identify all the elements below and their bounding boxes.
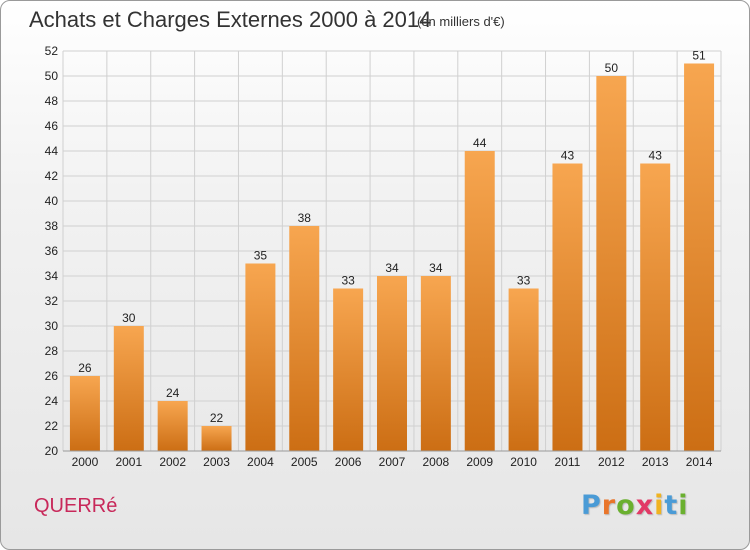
x-tick-label: 2006 bbox=[335, 455, 362, 469]
x-tick-label: 2003 bbox=[203, 455, 230, 469]
y-tick-label: 24 bbox=[45, 394, 59, 408]
bar bbox=[596, 76, 627, 451]
y-tick-label: 38 bbox=[45, 219, 59, 233]
x-tick-label: 2012 bbox=[598, 455, 625, 469]
data-label: 51 bbox=[692, 49, 706, 63]
x-tick-label: 2014 bbox=[686, 455, 713, 469]
data-label: 34 bbox=[385, 261, 399, 275]
bar bbox=[377, 276, 407, 451]
y-tick-label: 50 bbox=[45, 69, 59, 83]
y-tick-label: 26 bbox=[45, 369, 59, 383]
y-tick-label: 20 bbox=[45, 444, 59, 458]
x-tick-label: 2013 bbox=[642, 455, 669, 469]
bar bbox=[508, 288, 539, 451]
logo-letter: t bbox=[664, 490, 679, 521]
y-tick-label: 34 bbox=[45, 269, 59, 283]
x-tick-label: 2004 bbox=[247, 455, 274, 469]
logo-letter: P bbox=[581, 490, 602, 521]
y-tick-label: 42 bbox=[45, 169, 59, 183]
data-label: 33 bbox=[341, 274, 355, 288]
x-tick-label: 2002 bbox=[159, 455, 186, 469]
bar bbox=[157, 401, 188, 451]
bar bbox=[201, 426, 232, 451]
logo-letter: x bbox=[635, 490, 655, 521]
data-label: 35 bbox=[254, 249, 268, 263]
chart-subtitle: (en milliers d'€) bbox=[417, 14, 505, 29]
y-tick-label: 36 bbox=[45, 244, 59, 258]
logo-letter: o bbox=[616, 490, 636, 521]
x-tick-label: 2011 bbox=[555, 455, 581, 469]
x-tick-label: 2010 bbox=[510, 455, 537, 469]
data-label: 38 bbox=[298, 211, 312, 225]
y-tick-label: 40 bbox=[45, 194, 59, 208]
y-tick-label: 48 bbox=[45, 94, 59, 108]
x-tick-label: 2000 bbox=[72, 455, 99, 469]
data-label: 33 bbox=[517, 274, 531, 288]
data-label: 50 bbox=[605, 61, 619, 75]
x-tick-label: 2008 bbox=[423, 455, 450, 469]
data-label: 30 bbox=[122, 311, 136, 325]
logo-letter: i bbox=[654, 490, 665, 521]
bar bbox=[289, 226, 320, 451]
bar bbox=[113, 326, 144, 451]
logo-letter: i bbox=[678, 490, 689, 521]
x-tick-label: 2009 bbox=[466, 455, 493, 469]
y-tick-label: 52 bbox=[45, 44, 59, 58]
y-tick-label: 28 bbox=[45, 344, 59, 358]
bar bbox=[464, 151, 495, 451]
x-tick-label: 2005 bbox=[291, 455, 318, 469]
y-tick-label: 46 bbox=[45, 119, 59, 133]
bar bbox=[333, 288, 364, 451]
y-tick-label: 30 bbox=[45, 319, 59, 333]
x-tick-label: 2001 bbox=[115, 455, 142, 469]
logo-letter: r bbox=[601, 490, 617, 521]
data-label: 34 bbox=[429, 261, 443, 275]
data-label: 43 bbox=[561, 149, 575, 163]
y-tick-label: 22 bbox=[45, 419, 59, 433]
commune-name: QUERRé bbox=[34, 495, 118, 517]
bar bbox=[552, 163, 583, 451]
bar bbox=[420, 276, 451, 451]
chart-title: Achats et Charges Externes 2000 à 2014 bbox=[29, 7, 432, 32]
x-tick-label: 2007 bbox=[379, 455, 406, 469]
y-tick-label: 32 bbox=[45, 294, 59, 308]
bar bbox=[245, 263, 276, 451]
data-label: 43 bbox=[649, 149, 663, 163]
data-label: 44 bbox=[473, 136, 487, 150]
data-label: 24 bbox=[166, 386, 180, 400]
bar bbox=[640, 163, 671, 451]
proxiti-logo: Proxiti bbox=[581, 490, 689, 521]
y-tick-label: 44 bbox=[45, 144, 59, 158]
bar bbox=[684, 63, 715, 451]
data-label: 26 bbox=[78, 361, 92, 375]
data-label: 22 bbox=[210, 411, 224, 425]
bar bbox=[69, 376, 100, 451]
